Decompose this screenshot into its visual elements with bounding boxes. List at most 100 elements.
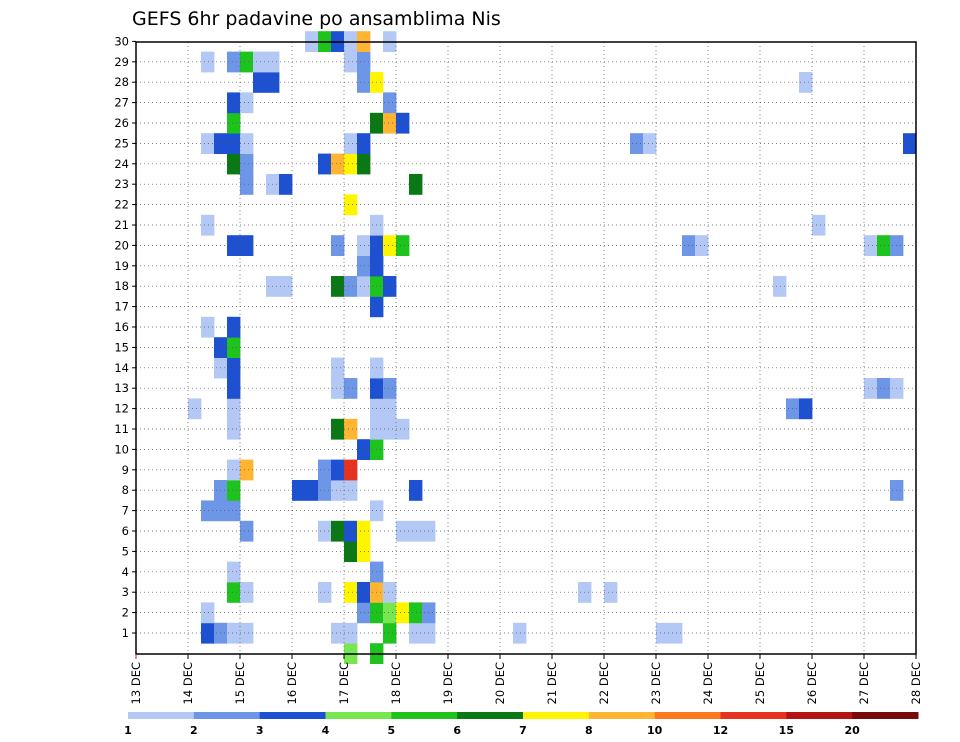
heatmap-cell bbox=[292, 480, 306, 501]
heatmap-cell bbox=[240, 622, 254, 644]
heatmap-cell bbox=[331, 153, 345, 175]
heatmap-cell bbox=[864, 235, 878, 256]
heatmap-cell bbox=[331, 622, 345, 644]
heatmap-cell bbox=[344, 276, 358, 297]
heatmap-cell bbox=[344, 622, 358, 644]
legend-label: 2 bbox=[190, 724, 198, 737]
heatmap-cell bbox=[240, 92, 254, 114]
legend-label: 1 bbox=[124, 724, 132, 737]
heatmap-cell bbox=[331, 418, 345, 440]
y-tick-label: 5 bbox=[122, 544, 129, 558]
heatmap-cell bbox=[357, 602, 371, 624]
y-tick-label: 27 bbox=[114, 96, 129, 110]
heatmap-cell bbox=[227, 235, 241, 256]
heatmap-cell bbox=[383, 418, 397, 440]
heatmap-cell bbox=[240, 51, 254, 73]
heatmap-cell bbox=[357, 51, 371, 73]
legend-swatch bbox=[720, 712, 787, 719]
legend-label: 5 bbox=[388, 724, 396, 737]
legend-label: 6 bbox=[453, 724, 461, 737]
heatmap-cell bbox=[253, 72, 267, 93]
heatmap-cell bbox=[357, 276, 371, 297]
heatmap-cell bbox=[409, 602, 423, 624]
heatmap-cell bbox=[643, 133, 657, 154]
heatmap-cell bbox=[383, 622, 397, 644]
heatmap-cell bbox=[331, 378, 345, 399]
heatmap-cell bbox=[227, 418, 241, 440]
legend-swatch bbox=[391, 712, 458, 719]
y-tick-label: 16 bbox=[114, 320, 129, 334]
y-tick-label: 13 bbox=[114, 381, 129, 395]
heatmap-cell bbox=[227, 459, 241, 481]
y-tick-label: 25 bbox=[114, 136, 129, 150]
heatmap-cell bbox=[240, 133, 254, 154]
heatmap-cell bbox=[409, 480, 423, 501]
y-tick-label: 15 bbox=[114, 340, 129, 354]
heatmap-cell bbox=[305, 480, 319, 501]
y-tick-label: 26 bbox=[114, 116, 129, 130]
x-tick-label: 20 DEC bbox=[493, 662, 507, 704]
heatmap-cell bbox=[812, 214, 826, 236]
heatmap-cell bbox=[357, 520, 371, 542]
heatmap-cell bbox=[227, 153, 241, 175]
y-tick-label: 24 bbox=[114, 157, 129, 171]
heatmap-cell bbox=[357, 133, 371, 154]
y-tick-label: 9 bbox=[122, 463, 129, 477]
x-axis: 13 DEC 14 DEC 15 DEC 16 DEC 17 DEC 18 DEC 19 D… bbox=[129, 654, 923, 704]
x-tick-label: 28 DEC bbox=[909, 662, 923, 704]
heatmap-cell bbox=[227, 582, 241, 603]
heatmap-cell bbox=[344, 153, 358, 175]
heatmap-cell bbox=[227, 337, 241, 358]
heatmap-cell bbox=[513, 622, 527, 644]
y-tick-label: 6 bbox=[122, 524, 129, 538]
heatmap-cell bbox=[227, 561, 241, 583]
heatmap-cell bbox=[383, 235, 397, 256]
heatmap-cell bbox=[357, 582, 371, 603]
heatmap-cell bbox=[357, 255, 371, 277]
heatmap-cell bbox=[331, 357, 345, 379]
y-tick-label: 18 bbox=[114, 279, 129, 293]
heatmap-cell bbox=[396, 235, 410, 256]
y-axis: 1234567891011121314151617181920212223242… bbox=[114, 34, 136, 640]
heatmap-cell bbox=[331, 480, 345, 501]
heatmap-cell bbox=[344, 541, 358, 562]
heatmap-cell bbox=[240, 459, 254, 481]
heatmap-cell bbox=[903, 133, 917, 154]
y-tick-label: 17 bbox=[114, 300, 129, 314]
y-tick-label: 22 bbox=[114, 198, 129, 212]
heatmap-cell bbox=[279, 174, 293, 195]
heatmap-cell bbox=[240, 582, 254, 603]
heatmap-cell bbox=[604, 582, 618, 603]
y-tick-label: 29 bbox=[114, 55, 129, 69]
heatmap-cell bbox=[227, 398, 241, 420]
x-tick-label: 21 DEC bbox=[545, 662, 559, 704]
chart-title: GEFS 6hr padavine po ansamblima Nis bbox=[132, 8, 501, 30]
heatmap-cell bbox=[344, 51, 358, 73]
legend-swatch bbox=[128, 712, 195, 719]
heatmap-cell bbox=[344, 418, 358, 440]
heatmap-cell bbox=[409, 174, 423, 195]
legend-swatch bbox=[259, 712, 326, 719]
heatmap-cell bbox=[201, 602, 215, 624]
heatmap-cell bbox=[877, 235, 891, 256]
x-tick-label: 25 DEC bbox=[753, 662, 767, 704]
heatmap-cell bbox=[227, 112, 241, 134]
heatmap-cell bbox=[227, 480, 241, 501]
legend-swatch bbox=[852, 712, 919, 719]
legend-swatch bbox=[193, 712, 261, 719]
legend-label: 15 bbox=[779, 724, 794, 737]
heatmap-cell bbox=[383, 112, 397, 134]
y-tick-label: 14 bbox=[114, 361, 129, 375]
y-tick-label: 3 bbox=[122, 585, 129, 599]
heatmap-cell bbox=[344, 520, 358, 542]
heatmap-cell bbox=[201, 500, 215, 522]
heatmap-cell bbox=[383, 276, 397, 297]
y-tick-label: 2 bbox=[122, 606, 129, 620]
x-tick-label: 17 DEC bbox=[337, 662, 351, 704]
heatmap-cell bbox=[344, 378, 358, 399]
legend-label: 10 bbox=[647, 724, 663, 737]
heatmap-cell bbox=[201, 316, 215, 338]
heatmap-cell bbox=[864, 378, 878, 399]
y-tick-label: 19 bbox=[114, 259, 129, 273]
heatmap-cell bbox=[227, 51, 241, 73]
